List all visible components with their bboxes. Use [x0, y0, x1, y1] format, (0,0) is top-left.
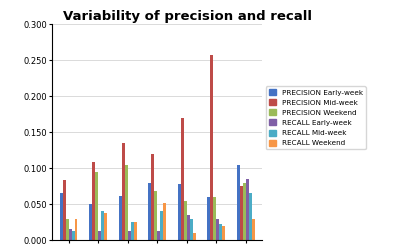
Bar — [222, 226, 225, 240]
Bar — [208, 197, 210, 240]
Bar — [104, 213, 107, 240]
Bar — [187, 215, 190, 240]
Legend: PRECISION Early-week, PRECISION Mid-week, PRECISION Weekend, RECALL Early-week, : PRECISION Early-week, PRECISION Mid-week… — [266, 86, 366, 149]
Bar — [101, 211, 104, 240]
Bar — [133, 222, 137, 240]
Bar — [131, 222, 133, 240]
Bar — [160, 211, 163, 240]
Bar — [75, 219, 77, 240]
Bar — [60, 193, 63, 240]
Bar — [178, 184, 181, 240]
Bar — [157, 232, 160, 240]
Bar — [72, 231, 75, 240]
Bar — [148, 183, 151, 240]
Bar — [66, 219, 69, 240]
Bar — [246, 179, 249, 240]
Bar — [119, 196, 122, 240]
Bar — [213, 197, 216, 240]
Bar — [219, 224, 222, 240]
Bar — [98, 231, 101, 240]
Bar — [122, 143, 125, 240]
Bar — [190, 219, 193, 240]
Bar — [163, 203, 166, 240]
Bar — [193, 233, 195, 240]
Bar — [151, 154, 154, 240]
Bar — [251, 219, 255, 240]
Bar — [184, 201, 187, 240]
Bar — [237, 165, 240, 240]
Bar — [125, 165, 128, 240]
Bar — [243, 183, 246, 240]
Text: Variability of precision and recall: Variability of precision and recall — [63, 10, 312, 23]
Bar — [69, 229, 72, 240]
Bar — [216, 219, 219, 240]
Bar — [63, 181, 66, 240]
Bar — [240, 186, 243, 240]
Bar — [128, 232, 131, 240]
Bar — [181, 118, 184, 240]
Bar — [89, 204, 92, 240]
Bar — [95, 172, 98, 240]
Bar — [154, 191, 157, 240]
Bar — [92, 162, 95, 240]
Bar — [210, 55, 213, 240]
Bar — [249, 193, 251, 240]
